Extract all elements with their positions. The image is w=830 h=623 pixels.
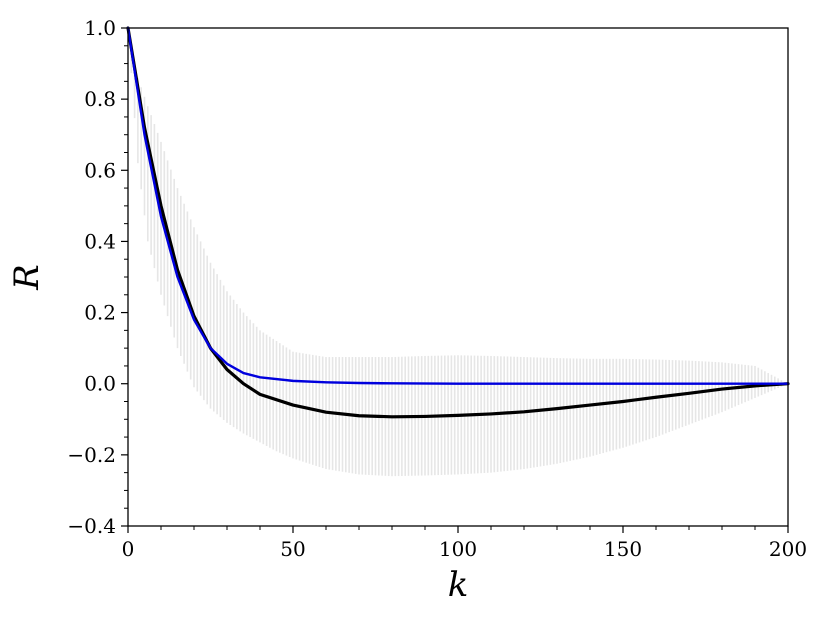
y-tick-label: 1.0 [84,16,116,40]
y-tick-label: 0.8 [84,87,116,111]
x-axis-label: k [448,565,469,605]
x-axis: 0 50 100 150 200 [122,526,807,561]
y-tick-label: −0.2 [67,443,116,467]
y-tick-label: 0.2 [84,301,116,325]
y-axis: −0.4 −0.2 0.0 0.2 0.4 0.6 0.8 1.0 [67,16,128,538]
y-tick-label: 0.0 [84,372,116,396]
x-tick-label: 50 [280,537,305,561]
error-band-layer [130,44,786,477]
series-line-blue [126,26,790,385]
y-axis-label: R [7,264,47,291]
y-tick-label: 0.4 [84,229,116,253]
x-tick-label: 150 [604,537,642,561]
y-tick-label: −0.4 [67,514,116,538]
y-tick-label: 0.6 [84,158,116,182]
x-tick-label: 200 [769,537,807,561]
x-tick-label: 100 [439,537,477,561]
x-tick-label: 0 [122,537,135,561]
series-line-black [126,26,790,419]
series-layer [126,26,790,419]
